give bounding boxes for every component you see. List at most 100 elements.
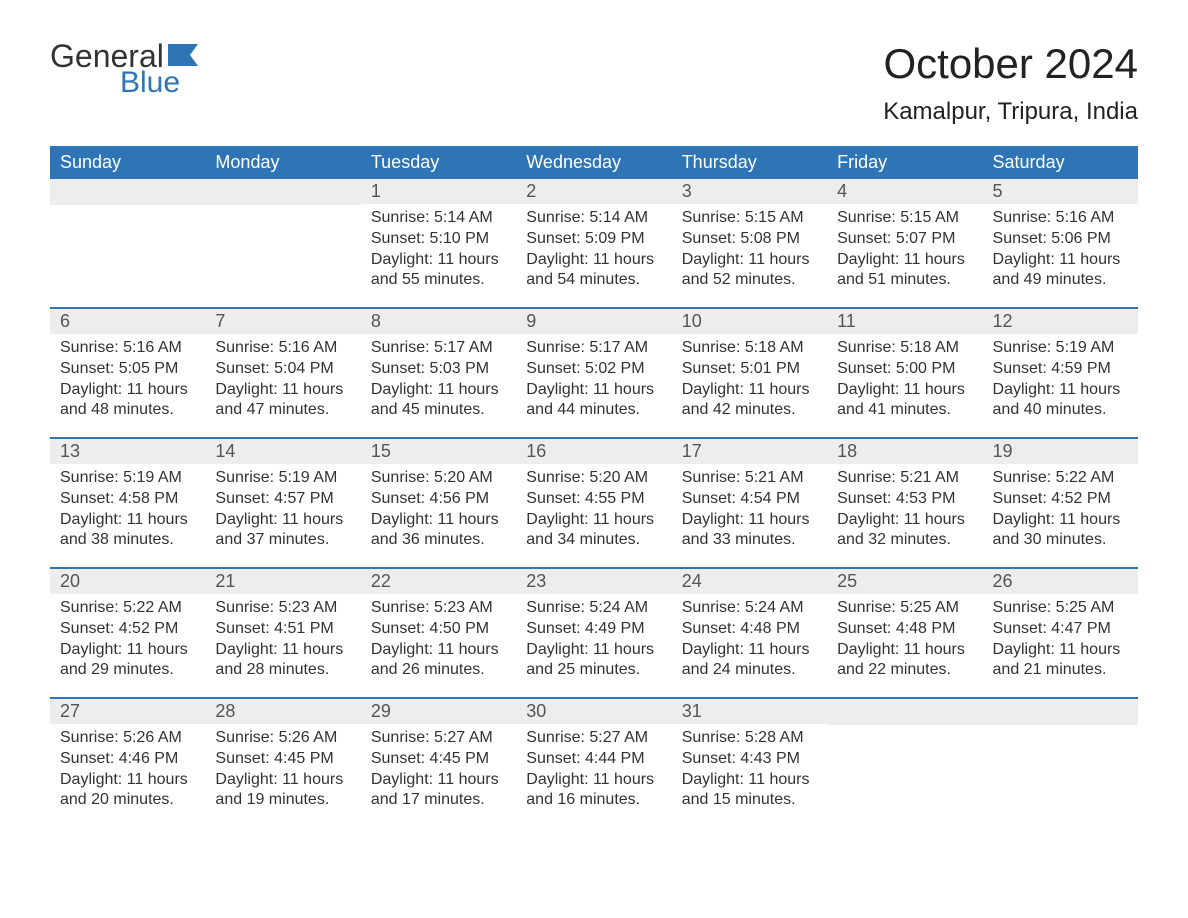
calendar-cell: 29Sunrise: 5:27 AMSunset: 4:45 PMDayligh…	[361, 699, 516, 827]
daylight-line: Daylight: 11 hours and 20 minutes.	[60, 770, 195, 812]
day-details: Sunrise: 5:28 AMSunset: 4:43 PMDaylight:…	[672, 724, 827, 819]
sunrise-line: Sunrise: 5:18 AM	[837, 338, 972, 359]
dayheader: Tuesday	[361, 146, 516, 179]
dayheader: Monday	[205, 146, 360, 179]
dayheader: Friday	[827, 146, 982, 179]
day-details: Sunrise: 5:15 AMSunset: 5:07 PMDaylight:…	[827, 204, 982, 299]
dayheader-row: SundayMondayTuesdayWednesdayThursdayFrid…	[50, 146, 1138, 179]
sunrise-line: Sunrise: 5:20 AM	[371, 468, 506, 489]
sunset-line: Sunset: 5:10 PM	[371, 229, 506, 250]
daylight-line: Daylight: 11 hours and 33 minutes.	[682, 510, 817, 552]
daylight-line: Daylight: 11 hours and 45 minutes.	[371, 380, 506, 422]
day-details: Sunrise: 5:14 AMSunset: 5:09 PMDaylight:…	[516, 204, 671, 299]
daylight-line: Daylight: 11 hours and 30 minutes.	[993, 510, 1128, 552]
daylight-line: Daylight: 11 hours and 40 minutes.	[993, 380, 1128, 422]
sunset-line: Sunset: 4:45 PM	[371, 749, 506, 770]
day-number: 20	[50, 569, 205, 594]
sunset-line: Sunset: 5:07 PM	[837, 229, 972, 250]
sunset-line: Sunset: 4:58 PM	[60, 489, 195, 510]
sunrise-line: Sunrise: 5:25 AM	[837, 598, 972, 619]
calendar-cell: 18Sunrise: 5:21 AMSunset: 4:53 PMDayligh…	[827, 439, 982, 567]
sunrise-line: Sunrise: 5:16 AM	[215, 338, 350, 359]
sunrise-line: Sunrise: 5:16 AM	[993, 208, 1128, 229]
calendar-week: 6Sunrise: 5:16 AMSunset: 5:05 PMDaylight…	[50, 307, 1138, 437]
day-number	[983, 699, 1138, 725]
dayheader: Thursday	[672, 146, 827, 179]
calendar-cell: 7Sunrise: 5:16 AMSunset: 5:04 PMDaylight…	[205, 309, 360, 437]
day-number: 23	[516, 569, 671, 594]
sunrise-line: Sunrise: 5:19 AM	[993, 338, 1128, 359]
calendar-cell: 30Sunrise: 5:27 AMSunset: 4:44 PMDayligh…	[516, 699, 671, 827]
sunrise-line: Sunrise: 5:24 AM	[682, 598, 817, 619]
day-details	[50, 205, 205, 217]
day-number: 18	[827, 439, 982, 464]
sunset-line: Sunset: 5:01 PM	[682, 359, 817, 380]
sunset-line: Sunset: 4:59 PM	[993, 359, 1128, 380]
day-details	[827, 725, 982, 737]
day-details: Sunrise: 5:14 AMSunset: 5:10 PMDaylight:…	[361, 204, 516, 299]
sunrise-line: Sunrise: 5:26 AM	[60, 728, 195, 749]
sunrise-line: Sunrise: 5:25 AM	[993, 598, 1128, 619]
day-number: 3	[672, 179, 827, 204]
calendar-cell: 25Sunrise: 5:25 AMSunset: 4:48 PMDayligh…	[827, 569, 982, 697]
flag-icon	[168, 44, 198, 66]
sunrise-line: Sunrise: 5:21 AM	[682, 468, 817, 489]
sunrise-line: Sunrise: 5:14 AM	[526, 208, 661, 229]
sunrise-line: Sunrise: 5:27 AM	[526, 728, 661, 749]
dayheader: Sunday	[50, 146, 205, 179]
daylight-line: Daylight: 11 hours and 28 minutes.	[215, 640, 350, 682]
daylight-line: Daylight: 11 hours and 17 minutes.	[371, 770, 506, 812]
sunset-line: Sunset: 4:43 PM	[682, 749, 817, 770]
day-number: 15	[361, 439, 516, 464]
day-details: Sunrise: 5:16 AMSunset: 5:04 PMDaylight:…	[205, 334, 360, 429]
day-details: Sunrise: 5:19 AMSunset: 4:58 PMDaylight:…	[50, 464, 205, 559]
day-number: 16	[516, 439, 671, 464]
calendar-cell: 4Sunrise: 5:15 AMSunset: 5:07 PMDaylight…	[827, 179, 982, 307]
daylight-line: Daylight: 11 hours and 25 minutes.	[526, 640, 661, 682]
sunset-line: Sunset: 4:55 PM	[526, 489, 661, 510]
calendar-cell: 10Sunrise: 5:18 AMSunset: 5:01 PMDayligh…	[672, 309, 827, 437]
day-details: Sunrise: 5:26 AMSunset: 4:45 PMDaylight:…	[205, 724, 360, 819]
daylight-line: Daylight: 11 hours and 36 minutes.	[371, 510, 506, 552]
day-number: 27	[50, 699, 205, 724]
sunset-line: Sunset: 4:53 PM	[837, 489, 972, 510]
day-number: 6	[50, 309, 205, 334]
calendar-cell: 28Sunrise: 5:26 AMSunset: 4:45 PMDayligh…	[205, 699, 360, 827]
calendar-cell: 3Sunrise: 5:15 AMSunset: 5:08 PMDaylight…	[672, 179, 827, 307]
sunset-line: Sunset: 5:06 PM	[993, 229, 1128, 250]
sunrise-line: Sunrise: 5:23 AM	[215, 598, 350, 619]
calendar-cell: 21Sunrise: 5:23 AMSunset: 4:51 PMDayligh…	[205, 569, 360, 697]
day-number: 12	[983, 309, 1138, 334]
calendar-week: 1Sunrise: 5:14 AMSunset: 5:10 PMDaylight…	[50, 179, 1138, 307]
sunset-line: Sunset: 5:08 PM	[682, 229, 817, 250]
dayheader: Wednesday	[516, 146, 671, 179]
daylight-line: Daylight: 11 hours and 16 minutes.	[526, 770, 661, 812]
day-number: 14	[205, 439, 360, 464]
calendar-cell: 17Sunrise: 5:21 AMSunset: 4:54 PMDayligh…	[672, 439, 827, 567]
daylight-line: Daylight: 11 hours and 49 minutes.	[993, 250, 1128, 292]
sunset-line: Sunset: 4:50 PM	[371, 619, 506, 640]
day-details: Sunrise: 5:17 AMSunset: 5:03 PMDaylight:…	[361, 334, 516, 429]
sunrise-line: Sunrise: 5:22 AM	[60, 598, 195, 619]
daylight-line: Daylight: 11 hours and 15 minutes.	[682, 770, 817, 812]
day-number: 22	[361, 569, 516, 594]
calendar-cell: 9Sunrise: 5:17 AMSunset: 5:02 PMDaylight…	[516, 309, 671, 437]
calendar-cell: 15Sunrise: 5:20 AMSunset: 4:56 PMDayligh…	[361, 439, 516, 567]
sunrise-line: Sunrise: 5:17 AM	[371, 338, 506, 359]
day-number: 29	[361, 699, 516, 724]
calendar-cell: 22Sunrise: 5:23 AMSunset: 4:50 PMDayligh…	[361, 569, 516, 697]
day-details: Sunrise: 5:23 AMSunset: 4:51 PMDaylight:…	[205, 594, 360, 689]
sunrise-line: Sunrise: 5:15 AM	[837, 208, 972, 229]
brand-logo: General Blue	[50, 40, 198, 98]
sunrise-line: Sunrise: 5:17 AM	[526, 338, 661, 359]
sunset-line: Sunset: 4:54 PM	[682, 489, 817, 510]
calendar-cell	[983, 699, 1138, 827]
calendar-cell: 1Sunrise: 5:14 AMSunset: 5:10 PMDaylight…	[361, 179, 516, 307]
calendar-grid: SundayMondayTuesdayWednesdayThursdayFrid…	[50, 146, 1138, 827]
sunset-line: Sunset: 5:00 PM	[837, 359, 972, 380]
day-details: Sunrise: 5:20 AMSunset: 4:55 PMDaylight:…	[516, 464, 671, 559]
brand-word2: Blue	[120, 68, 198, 98]
day-number: 19	[983, 439, 1138, 464]
day-number	[205, 179, 360, 205]
day-details: Sunrise: 5:24 AMSunset: 4:49 PMDaylight:…	[516, 594, 671, 689]
